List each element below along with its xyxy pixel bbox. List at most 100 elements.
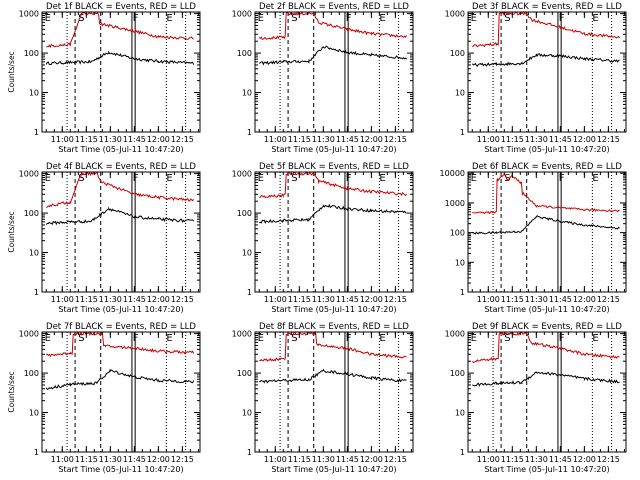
marker-label: E bbox=[379, 173, 385, 184]
events-series-line bbox=[45, 50, 195, 65]
x-tick-label: 12:00 bbox=[147, 455, 170, 464]
x-tick-label: 11:45 bbox=[549, 135, 572, 144]
x-tick-label: 11:30 bbox=[312, 455, 335, 464]
y-tick-label: 1000 bbox=[232, 170, 252, 179]
marker-label: E bbox=[45, 173, 51, 184]
marker-label: S bbox=[504, 13, 510, 24]
panel-title: Det 2f BLACK = Events, RED = LLD bbox=[259, 2, 409, 12]
y-tick-label: 1000 bbox=[19, 10, 39, 19]
marker-label: F bbox=[559, 173, 565, 184]
plot-frame bbox=[254, 11, 414, 133]
x-tick-label: 12:00 bbox=[147, 295, 170, 304]
x-tick-label: 11:45 bbox=[336, 295, 359, 304]
y-tick-label: 1 bbox=[247, 448, 252, 457]
y-tick-label: 10 bbox=[29, 249, 39, 258]
y-tick-label: 1000 bbox=[445, 10, 465, 19]
lld-series-line bbox=[45, 330, 195, 358]
marker-label: E bbox=[258, 173, 264, 184]
x-tick-label: 11:15 bbox=[75, 295, 98, 304]
x-tick-label: 12:15 bbox=[597, 455, 620, 464]
marker-label: E bbox=[258, 13, 264, 24]
y-tick-label: 100 bbox=[450, 369, 465, 378]
panel-title: Det 4f BLACK = Events, RED = LLD bbox=[46, 162, 196, 172]
y-tick-label: 1 bbox=[460, 128, 465, 137]
plot-frame bbox=[41, 171, 201, 293]
lld-series-line bbox=[259, 171, 408, 199]
y-tick-label: 1000 bbox=[445, 199, 465, 208]
y-tick-label: 1 bbox=[460, 288, 465, 297]
x-tick-label: 11:45 bbox=[123, 135, 146, 144]
marker-label: S bbox=[291, 333, 297, 344]
y-tick-label: 10 bbox=[455, 258, 465, 267]
lld-series-line bbox=[46, 171, 195, 208]
x-tick-label: 12:15 bbox=[171, 295, 194, 304]
x-tick-label: 11:45 bbox=[336, 455, 359, 464]
x-axis-label: Start Time (05-Jul-11 10:47:20) bbox=[58, 305, 183, 314]
panel-title: Det 7f BLACK = Events, RED = LLD bbox=[46, 322, 196, 332]
y-tick-label: 100 bbox=[450, 49, 465, 58]
y-tick-label: 1000 bbox=[232, 10, 252, 19]
marker-label: E bbox=[379, 13, 385, 24]
x-tick-label: 11:30 bbox=[525, 295, 548, 304]
y-tick-label: 1000 bbox=[232, 330, 252, 339]
x-tick-label: 11:15 bbox=[288, 295, 311, 304]
x-tick-label: 11:00 bbox=[264, 295, 287, 304]
x-tick-label: 12:00 bbox=[360, 135, 383, 144]
x-tick-label: 11:00 bbox=[477, 135, 500, 144]
x-tick-label: 11:00 bbox=[51, 295, 74, 304]
y-tick-label: 10000 bbox=[440, 169, 465, 178]
y-tick-label: 10 bbox=[29, 89, 39, 98]
x-axis-label: Start Time (05-Jul-11 10:47:20) bbox=[58, 465, 183, 474]
x-tick-label: 11:15 bbox=[288, 455, 311, 464]
marker-label: S bbox=[78, 333, 84, 344]
plot-frame bbox=[467, 331, 627, 453]
plot-frame bbox=[41, 331, 201, 453]
x-tick-label: 12:00 bbox=[360, 295, 383, 304]
plot-frame bbox=[254, 171, 414, 293]
y-tick-label: 1000 bbox=[19, 330, 39, 339]
marker-label: F bbox=[346, 333, 352, 344]
plot-frame bbox=[467, 11, 627, 133]
x-tick-label: 12:15 bbox=[171, 135, 194, 144]
x-tick-label: 11:15 bbox=[75, 455, 98, 464]
marker-label: E bbox=[471, 333, 477, 344]
x-tick-label: 12:15 bbox=[384, 135, 407, 144]
x-tick-label: 11:30 bbox=[525, 135, 548, 144]
marker-label: S bbox=[291, 173, 297, 184]
marker-label: E bbox=[258, 333, 264, 344]
x-tick-label: 11:15 bbox=[501, 135, 524, 144]
marker-label: F bbox=[559, 333, 565, 344]
y-axis-label: Counts/sec bbox=[7, 371, 16, 412]
x-tick-label: 11:00 bbox=[51, 135, 74, 144]
x-tick-label: 11:15 bbox=[501, 455, 524, 464]
y-tick-label: 100 bbox=[24, 209, 39, 218]
marker-label: F bbox=[346, 13, 352, 24]
marker-label: S bbox=[78, 173, 84, 184]
x-axis-label: Start Time (05-Jul-11 10:47:20) bbox=[58, 145, 183, 154]
marker-label: E bbox=[471, 173, 477, 184]
panel-title: Det 6f BLACK = Events, RED = LLD bbox=[472, 162, 622, 172]
y-axis-label: Counts/sec bbox=[7, 51, 16, 92]
events-series-line bbox=[45, 206, 194, 226]
x-tick-label: 12:15 bbox=[384, 295, 407, 304]
x-tick-label: 12:15 bbox=[597, 135, 620, 144]
x-axis-label: Start Time (05-Jul-11 10:47:20) bbox=[484, 305, 609, 314]
y-tick-label: 1 bbox=[34, 128, 39, 137]
panel-title: Det 1f BLACK = Events, RED = LLD bbox=[46, 2, 196, 12]
x-tick-label: 11:30 bbox=[99, 295, 122, 304]
y-tick-label: 100 bbox=[450, 229, 465, 238]
x-tick-label: 12:15 bbox=[171, 455, 194, 464]
x-tick-label: 12:15 bbox=[597, 295, 620, 304]
events-series-line bbox=[472, 215, 620, 235]
marker-label: E bbox=[45, 13, 51, 24]
marker-label: E bbox=[592, 333, 598, 344]
x-tick-label: 12:00 bbox=[573, 295, 596, 304]
x-tick-label: 11:45 bbox=[123, 455, 146, 464]
x-tick-label: 11:45 bbox=[549, 295, 572, 304]
panel-title: Det 3f BLACK = Events, RED = LLD bbox=[472, 2, 622, 12]
marker-label: S bbox=[504, 333, 510, 344]
events-series-line bbox=[258, 45, 407, 66]
